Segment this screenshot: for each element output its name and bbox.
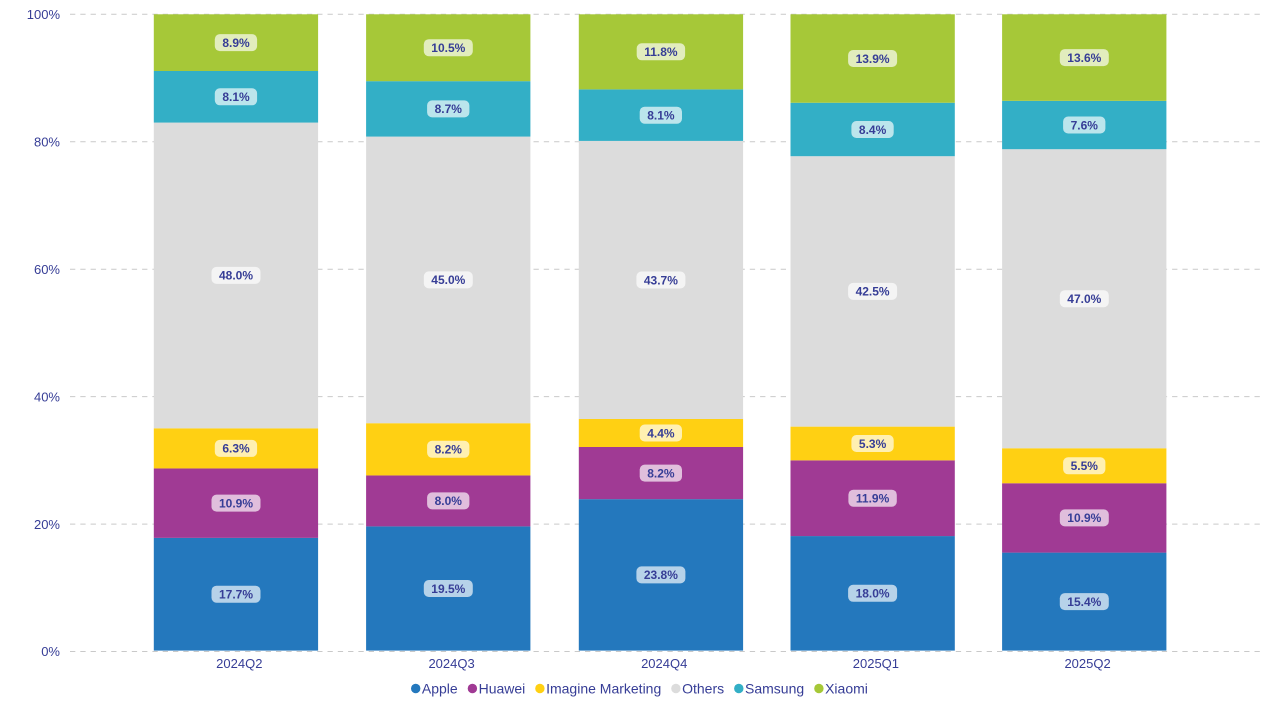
svg-text:20%: 20% (34, 517, 60, 532)
svg-text:100%: 100% (27, 7, 61, 22)
svg-text:6.3%: 6.3% (222, 442, 250, 456)
svg-text:80%: 80% (34, 134, 60, 149)
svg-text:0%: 0% (41, 644, 60, 659)
svg-text:8.1%: 8.1% (222, 90, 250, 104)
svg-text:23.8%: 23.8% (644, 568, 678, 582)
svg-text:Others: Others (682, 680, 724, 696)
svg-text:8.2%: 8.2% (647, 466, 675, 480)
svg-text:42.5%: 42.5% (856, 285, 890, 299)
svg-text:2024Q4: 2024Q4 (641, 656, 687, 671)
svg-text:15.4%: 15.4% (1067, 595, 1101, 609)
svg-text:19.5%: 19.5% (431, 582, 465, 596)
svg-text:8.2%: 8.2% (435, 443, 463, 457)
svg-text:43.7%: 43.7% (644, 273, 678, 287)
svg-text:40%: 40% (34, 389, 60, 404)
svg-text:48.0%: 48.0% (219, 269, 253, 283)
svg-text:8.9%: 8.9% (222, 36, 250, 50)
svg-text:11.9%: 11.9% (856, 492, 890, 506)
svg-text:11.8%: 11.8% (644, 45, 678, 59)
svg-text:13.9%: 13.9% (856, 52, 890, 66)
svg-text:7.6%: 7.6% (1071, 118, 1099, 132)
svg-text:10.9%: 10.9% (219, 496, 253, 510)
svg-text:Imagine Marketing: Imagine Marketing (546, 680, 661, 696)
svg-text:2024Q2: 2024Q2 (216, 656, 262, 671)
svg-text:2025Q1: 2025Q1 (853, 656, 899, 671)
svg-text:8.4%: 8.4% (859, 123, 887, 137)
svg-text:8.1%: 8.1% (647, 109, 675, 123)
svg-text:8.7%: 8.7% (435, 102, 463, 116)
svg-text:47.0%: 47.0% (1067, 292, 1101, 306)
svg-text:45.0%: 45.0% (431, 273, 465, 287)
svg-text:5.5%: 5.5% (1071, 459, 1099, 473)
svg-text:10.9%: 10.9% (1067, 511, 1101, 525)
svg-text:2025Q2: 2025Q2 (1064, 656, 1110, 671)
svg-text:18.0%: 18.0% (856, 587, 890, 601)
svg-text:Apple: Apple (422, 680, 458, 696)
svg-text:4.4%: 4.4% (647, 426, 675, 440)
svg-text:Samsung: Samsung (745, 680, 804, 696)
svg-text:10.5%: 10.5% (431, 41, 465, 55)
svg-text:Huawei: Huawei (479, 680, 526, 696)
svg-text:5.3%: 5.3% (859, 437, 887, 451)
svg-text:2024Q3: 2024Q3 (428, 656, 474, 671)
svg-text:13.6%: 13.6% (1067, 51, 1101, 65)
svg-text:Xiaomi: Xiaomi (825, 680, 868, 696)
svg-text:17.7%: 17.7% (219, 588, 253, 602)
svg-text:8.0%: 8.0% (435, 494, 463, 508)
svg-text:60%: 60% (34, 262, 60, 277)
